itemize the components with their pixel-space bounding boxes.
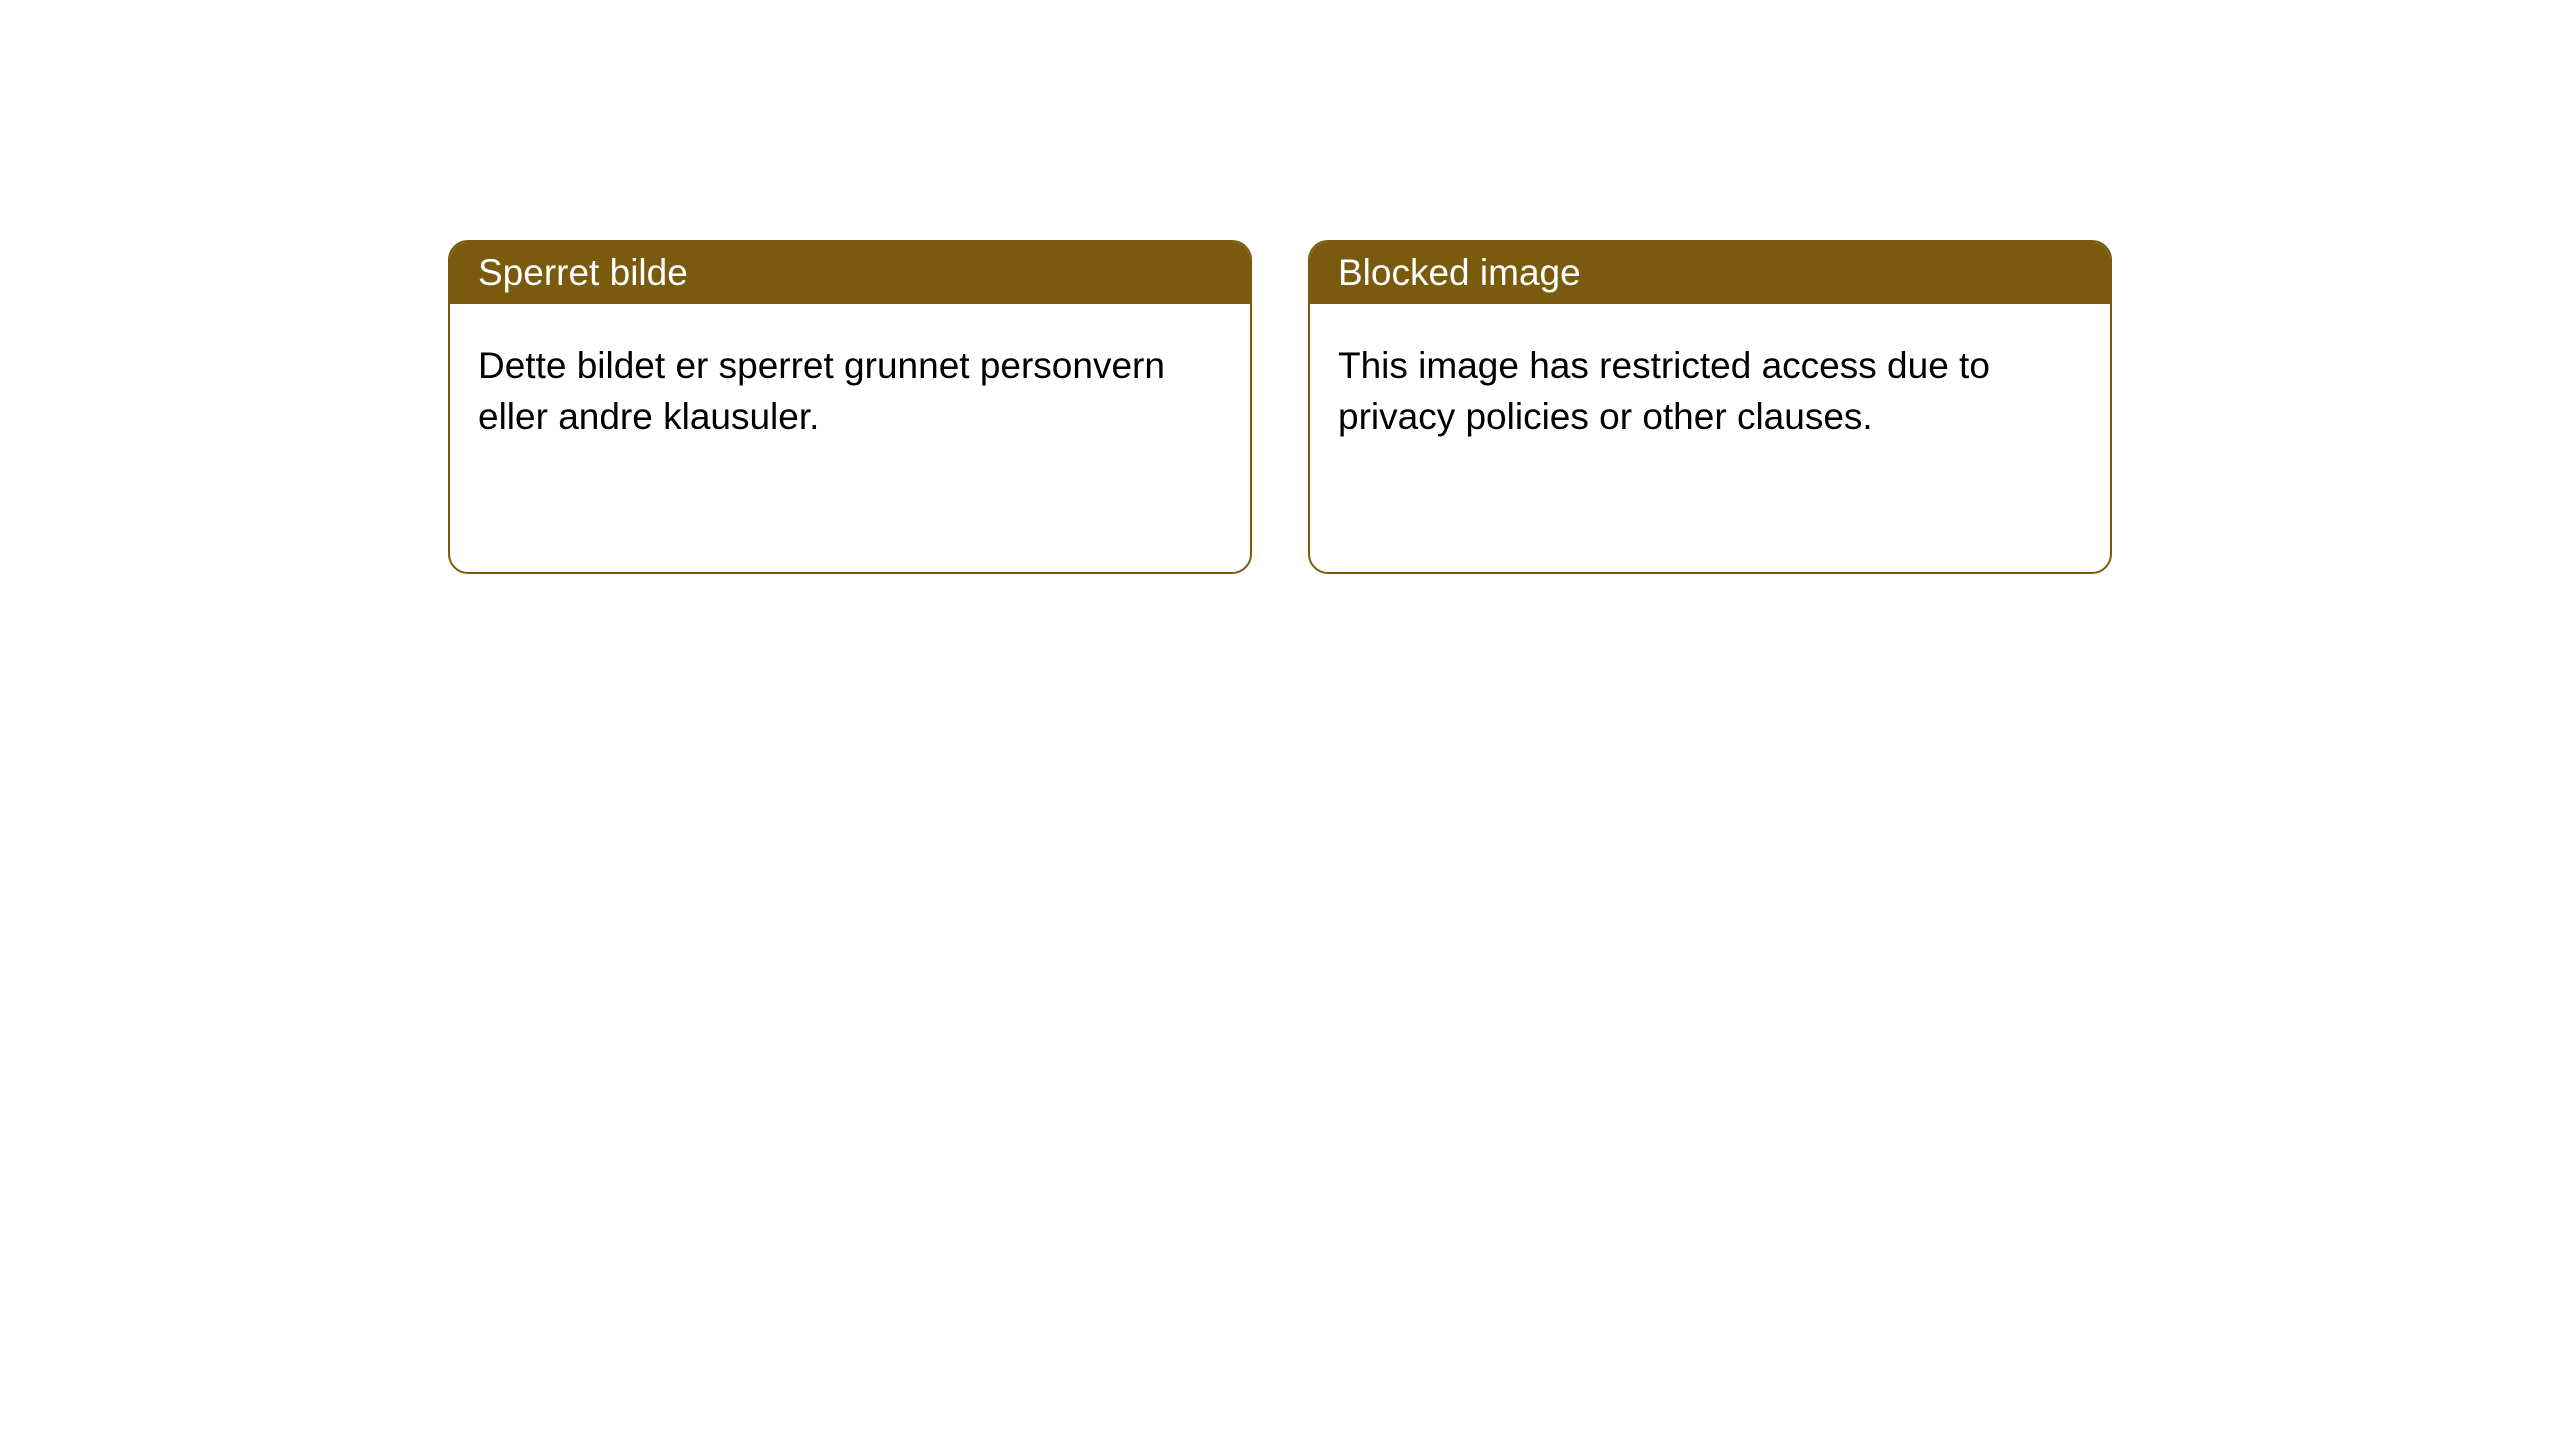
notice-container: Sperret bilde Dette bildet er sperret gr…	[448, 240, 2560, 574]
blocked-image-card-no: Sperret bilde Dette bildet er sperret gr…	[448, 240, 1252, 574]
card-body-text-no: Dette bildet er sperret grunnet personve…	[478, 345, 1165, 437]
blocked-image-card-en: Blocked image This image has restricted …	[1308, 240, 2112, 574]
card-header-no: Sperret bilde	[450, 242, 1250, 304]
card-header-en: Blocked image	[1310, 242, 2110, 304]
card-title-en: Blocked image	[1338, 252, 1581, 294]
card-body-en: This image has restricted access due to …	[1310, 304, 2110, 478]
card-body-no: Dette bildet er sperret grunnet personve…	[450, 304, 1250, 478]
card-body-text-en: This image has restricted access due to …	[1338, 345, 1990, 437]
card-title-no: Sperret bilde	[478, 252, 688, 294]
